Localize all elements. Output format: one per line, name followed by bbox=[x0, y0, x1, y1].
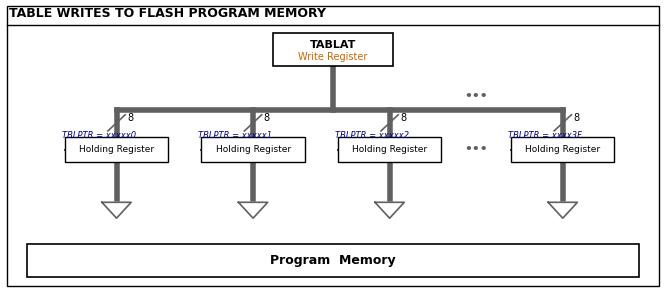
Text: Program  Memory: Program Memory bbox=[270, 254, 396, 267]
Text: Holding Register: Holding Register bbox=[525, 145, 600, 154]
Text: Holding Register: Holding Register bbox=[352, 145, 427, 154]
Text: •••: ••• bbox=[464, 143, 488, 156]
Bar bbox=[65, 137, 168, 162]
Text: Holding Register: Holding Register bbox=[79, 145, 154, 154]
Polygon shape bbox=[102, 202, 131, 218]
Text: 8: 8 bbox=[573, 113, 579, 123]
Text: 8: 8 bbox=[264, 113, 270, 123]
Bar bbox=[27, 244, 639, 277]
Bar bbox=[338, 137, 441, 162]
Bar bbox=[511, 137, 614, 162]
Text: 8: 8 bbox=[400, 113, 406, 123]
Text: TBLPTR = xxxxx0: TBLPTR = xxxxx0 bbox=[61, 131, 136, 140]
Bar bbox=[273, 33, 393, 66]
Text: TBLPTR = xxxxx2: TBLPTR = xxxxx2 bbox=[334, 131, 409, 140]
Text: •••: ••• bbox=[464, 90, 488, 103]
Text: TABLE WRITES TO FLASH PROGRAM MEMORY: TABLE WRITES TO FLASH PROGRAM MEMORY bbox=[9, 7, 326, 20]
Polygon shape bbox=[238, 202, 268, 218]
Text: Write Register: Write Register bbox=[298, 52, 368, 62]
Text: TABLAT: TABLAT bbox=[310, 40, 356, 50]
Text: 8: 8 bbox=[127, 113, 133, 123]
Text: TBLPTR = xxxx3F: TBLPTR = xxxx3F bbox=[507, 131, 582, 140]
Text: Holding Register: Holding Register bbox=[216, 145, 290, 154]
Bar bbox=[201, 137, 305, 162]
Polygon shape bbox=[548, 202, 577, 218]
Polygon shape bbox=[375, 202, 404, 218]
Text: TBLPTR = xxxxx1: TBLPTR = xxxxx1 bbox=[198, 131, 272, 140]
